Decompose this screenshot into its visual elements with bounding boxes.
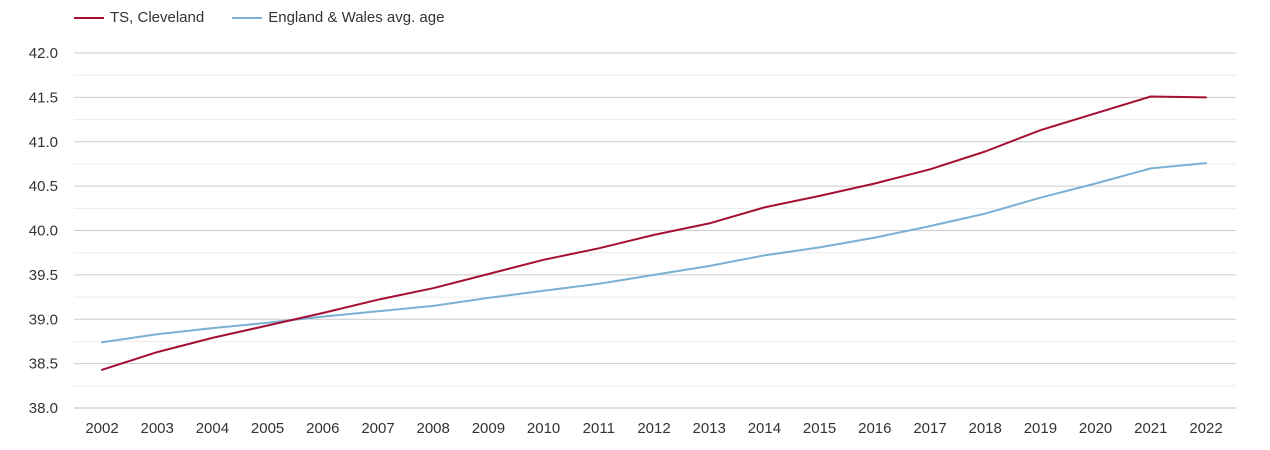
x-tick-label: 2013 [693, 420, 726, 437]
series-line-ts-cleveland [101, 95, 1207, 371]
y-tick-label: 38.5 [29, 356, 58, 373]
x-tick-label: 2008 [417, 420, 450, 437]
legend-swatch-ts-cleveland [74, 16, 104, 19]
x-tick-label: 2014 [748, 420, 781, 437]
x-tick-label: 2002 [85, 420, 118, 437]
x-tick-label: 2004 [196, 420, 229, 437]
legend-item-ts-cleveland[interactable]: TS, Cleveland [74, 9, 204, 26]
x-tick-label: 2017 [913, 420, 946, 437]
x-tick-label: 2007 [361, 420, 394, 437]
x-tick-label: 2012 [637, 420, 670, 437]
y-tick-label: 42.0 [29, 45, 58, 62]
y-tick-label: 41.5 [29, 89, 58, 106]
x-tick-label: 2022 [1189, 420, 1222, 437]
x-tick-label: 2006 [306, 420, 339, 437]
x-tick-label: 2011 [583, 420, 615, 437]
series-layer [101, 95, 1207, 371]
y-tick-label: 41.0 [29, 134, 58, 151]
x-tick-label: 2016 [858, 420, 891, 437]
x-tick-label: 2005 [251, 420, 284, 437]
x-tick-label: 2015 [803, 420, 836, 437]
x-tick-label: 2009 [472, 420, 505, 437]
y-tick-label: 40.5 [29, 178, 58, 195]
legend-label-england-wales: England & Wales avg. age [268, 9, 445, 26]
legend-label-ts-cleveland: TS, Cleveland [110, 9, 205, 26]
legend: TS, Cleveland England & Wales avg. age [74, 9, 472, 26]
y-tick-label: 40.0 [29, 223, 58, 240]
x-tick-label: 2020 [1079, 420, 1112, 437]
x-tick-label: 2019 [1024, 420, 1057, 437]
x-tick-label: 2018 [969, 420, 1002, 437]
y-tick-label: 39.5 [29, 267, 58, 284]
x-tick-label: 2021 [1134, 420, 1167, 437]
x-tick-label: 2010 [527, 420, 560, 437]
grid-layer [74, 52, 1236, 409]
legend-item-england-wales[interactable]: England & Wales avg. age [232, 9, 444, 26]
y-tick-label: 38.0 [29, 400, 58, 417]
x-tick-label: 2003 [141, 420, 174, 437]
axis-layer: 38.0 38.5 39.0 39.5 40.0 40.5 41.0 41.5 42.0 2002… [29, 45, 1223, 437]
legend-swatch-england-wales [232, 16, 263, 19]
y-tick-label: 39.0 [29, 311, 58, 328]
